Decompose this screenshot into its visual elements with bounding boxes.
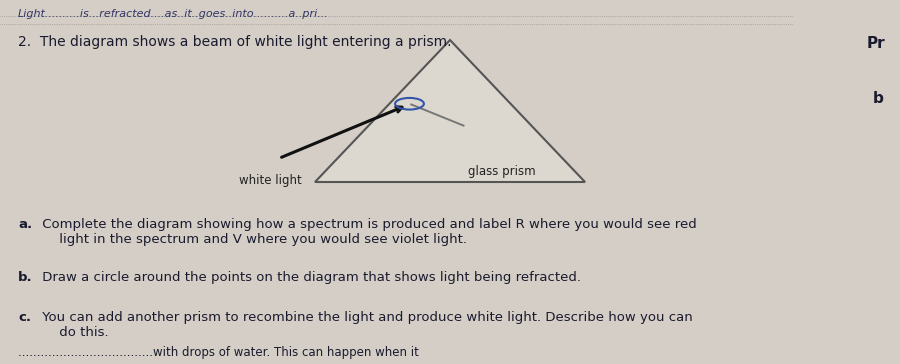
Text: glass prism: glass prism <box>468 165 536 178</box>
Text: ....................................with drops of water. This can happen when it: ....................................with… <box>18 345 418 359</box>
Polygon shape <box>315 40 585 182</box>
Text: Draw a circle around the points on the diagram that shows light being refracted.: Draw a circle around the points on the d… <box>38 271 580 284</box>
Text: b: b <box>873 91 884 106</box>
Text: b.: b. <box>18 271 32 284</box>
Text: c.: c. <box>18 311 31 324</box>
Text: white light: white light <box>238 174 302 187</box>
Text: Pr: Pr <box>867 36 886 51</box>
Text: 2.  The diagram shows a beam of white light entering a prism.: 2. The diagram shows a beam of white lig… <box>18 35 452 48</box>
Text: a.: a. <box>18 218 32 232</box>
Text: Light..........is...refracted....as..it..goes..into..........a..pri...: Light..........is...refracted....as..it.… <box>18 9 328 19</box>
Text: You can add another prism to recombine the light and produce white light. Descri: You can add another prism to recombine t… <box>38 311 693 339</box>
Text: Complete the diagram showing how a spectrum is produced and label R where you wo: Complete the diagram showing how a spect… <box>38 218 697 246</box>
